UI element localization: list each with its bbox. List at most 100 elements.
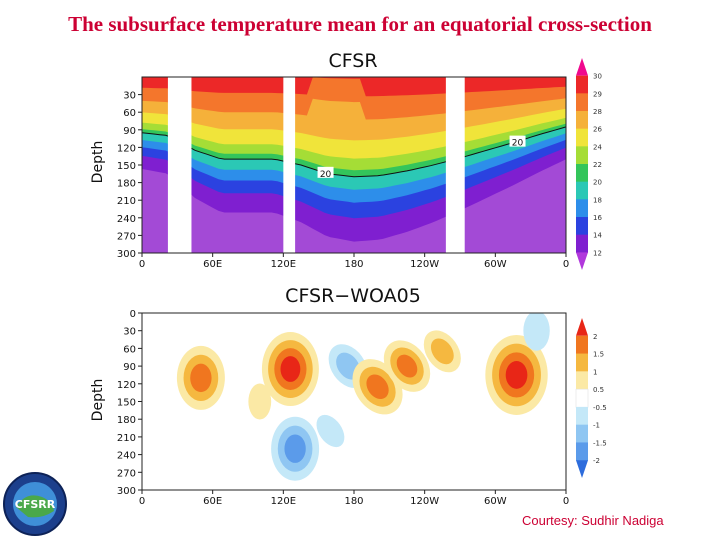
slide-title: The subsurface temperature mean for an e… [68,12,652,36]
logo-text: CFSRR [15,498,56,511]
x-tick-label: 60E [203,496,222,507]
contour-label-bg [509,135,526,147]
credit-text: Courtesy: Sudhir Nadiga [522,513,664,528]
colorbar-swatch [576,406,588,426]
y-tick-label: 300 [117,486,136,497]
warm-anomaly [396,354,418,378]
y-tick-label: 120 [117,380,136,391]
colorbar-label: 16 [593,214,602,222]
colorbar-swatch [576,442,588,461]
colorbar-swatch [576,93,588,112]
x-tick-label: 120W [410,496,439,507]
colorbar-label: 1 [593,368,597,376]
cold-anomaly [523,313,550,351]
colorbar-label: 0.5 [593,386,604,394]
cfsrr-logo: CFSRR [3,472,67,536]
y-tick-label: 90 [123,126,136,137]
contour-label-bg [317,166,334,178]
cold-anomaly [316,414,345,448]
colorbar-swatch [576,164,588,183]
colorbar-swatch [576,234,588,253]
x-tick-label: 180 [344,259,363,270]
chart-title: CFSR−WOA05 [285,285,421,307]
y-tick-label: 240 [117,214,136,225]
y-tick-label: 0 [130,309,136,320]
y-tick-label: 150 [117,398,136,409]
colorbar-label: 2 [593,333,597,341]
masked-region [445,76,465,254]
y-tick-label: 240 [117,451,136,462]
colorbar-label: 22 [593,161,602,169]
x-tick-label: 0 [563,259,569,270]
colorbar-label: -2 [593,457,600,465]
contour-label: 20 [320,170,332,180]
colorbar-swatch [576,217,588,236]
colorbar-swatch [575,388,589,408]
colorbar-swatch [576,424,588,443]
y-tick-label: 210 [117,433,136,444]
contour-label: 20 [512,139,524,149]
masked-region [167,76,192,254]
y-axis-label: Depth [90,141,106,184]
y-tick-label: 180 [117,415,136,426]
x-tick-label: 120E [271,496,296,507]
cold-anomaly [284,434,306,463]
colorbar-label: 20 [593,179,602,187]
y-tick-label: 270 [117,231,136,242]
y-tick-label: 270 [117,468,136,479]
warm-anomaly [366,374,389,400]
colorbar-label: 29 [593,90,602,98]
x-tick-label: 180 [344,496,363,507]
colorbar-label: 28 [593,108,602,116]
warm-anomaly [505,361,528,389]
colorbar-swatch [576,75,588,94]
colorbar-label: 26 [593,126,602,134]
x-tick-label: 0 [563,496,569,507]
x-tick-label: 120E [271,259,296,270]
warm-anomaly [280,356,301,382]
colorbar-label: 18 [593,196,602,204]
y-tick-label: 210 [117,196,136,207]
colorbar-swatch [576,318,588,336]
x-tick-label: 60W [484,496,507,507]
warm-anomaly [190,363,212,393]
x-tick-label: 120W [410,259,439,270]
y-tick-label: 180 [117,179,136,190]
y-tick-label: 150 [117,161,136,172]
isotherm-20-contour [141,126,567,178]
colorbar-label: -1 [593,422,600,430]
colorbar-label: -0.5 [593,404,607,412]
chart-title: CFSR [328,50,377,72]
colorbar-swatch [576,460,588,478]
y-tick-label: 30 [123,327,136,338]
y-axis-label: Depth [90,379,106,422]
y-tick-label: 300 [117,249,136,260]
y-tick-label: 30 [123,91,136,102]
colorbar-label: 30 [593,73,602,81]
colorbar-swatch [576,181,588,200]
colorbar-label: 24 [593,143,602,151]
colorbar-label: 1.5 [593,351,604,359]
colorbar-label: 14 [593,232,602,240]
x-tick-label: 0 [139,496,145,507]
y-tick-label: 60 [123,108,136,119]
colorbar-swatch [576,335,588,355]
x-tick-label: 60W [484,259,507,270]
warm-anomaly [248,383,272,420]
x-tick-label: 60E [203,259,222,270]
x-tick-label: 0 [139,259,145,270]
warm-anomaly [430,338,454,365]
colorbar-swatch [576,252,588,270]
y-tick-label: 60 [123,344,136,355]
y-tick-label: 90 [123,362,136,373]
colorbar-swatch [576,128,588,147]
colorbar-swatch [576,353,588,372]
colorbar-label: 12 [593,249,602,257]
y-tick-label: 120 [117,143,136,154]
colorbar-swatch [576,58,588,76]
colorbar-swatch [576,371,588,390]
colorbar-swatch [576,111,588,130]
colorbar-swatch [576,199,588,218]
